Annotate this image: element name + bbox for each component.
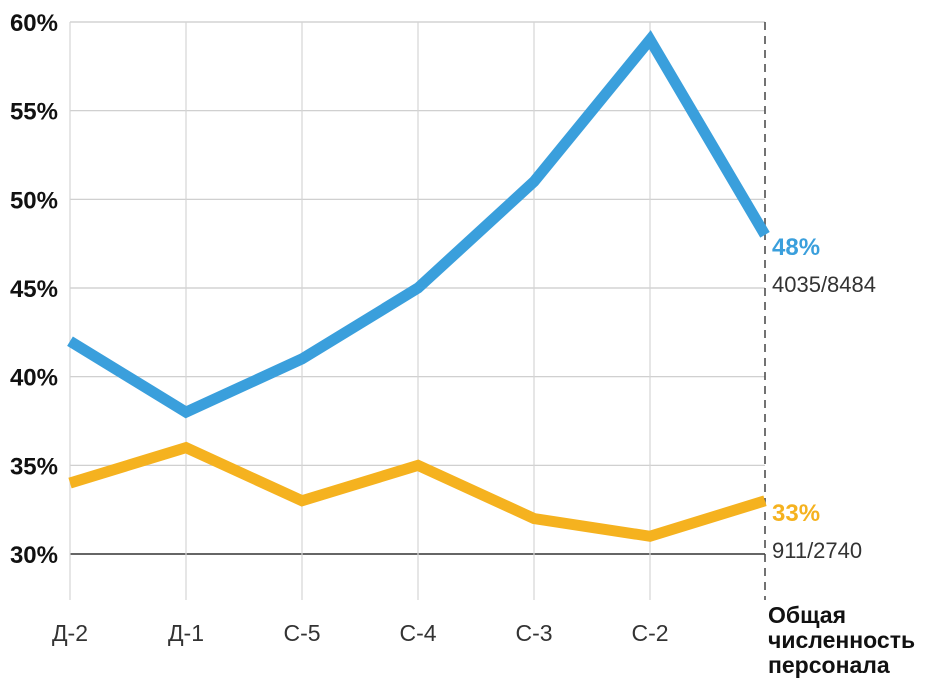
total-category-label: Общая <box>768 602 846 628</box>
y-tick-label: 50% <box>10 187 58 214</box>
series-layer <box>67 30 770 542</box>
grid-layer <box>69 21 766 600</box>
y-tick-label: 30% <box>10 542 58 569</box>
y-tick-label: 55% <box>10 99 58 126</box>
x-tick-label: С-2 <box>631 620 668 646</box>
x-tick-label: С-5 <box>283 620 320 646</box>
total-category-label: численность <box>768 627 915 653</box>
y-tick-label: 45% <box>10 276 58 303</box>
x-tick-label: Д-2 <box>52 620 88 646</box>
label-layer: 30% 35% 40% 45% 50% 55% 60% Д-2 Д-1 С-5 С-4 С-3 С-2 О… <box>10 10 915 678</box>
series-end-percent-label: 33% <box>772 500 820 527</box>
x-tick-label: С-4 <box>399 620 436 646</box>
series-end-count-label: 4035/8484 <box>772 272 876 297</box>
series-end-percent-label: 48% <box>772 234 820 261</box>
series-line-1 <box>68 441 767 542</box>
y-tick-label: 40% <box>10 365 58 392</box>
series-line-0 <box>67 30 770 419</box>
x-tick-label: С-3 <box>515 620 552 646</box>
y-tick-label: 60% <box>10 10 58 37</box>
y-tick-label: 35% <box>10 453 58 480</box>
x-tick-label: Д-1 <box>168 620 204 646</box>
total-category-label: персонала <box>768 652 890 678</box>
series-end-count-label: 911/2740 <box>772 538 862 563</box>
